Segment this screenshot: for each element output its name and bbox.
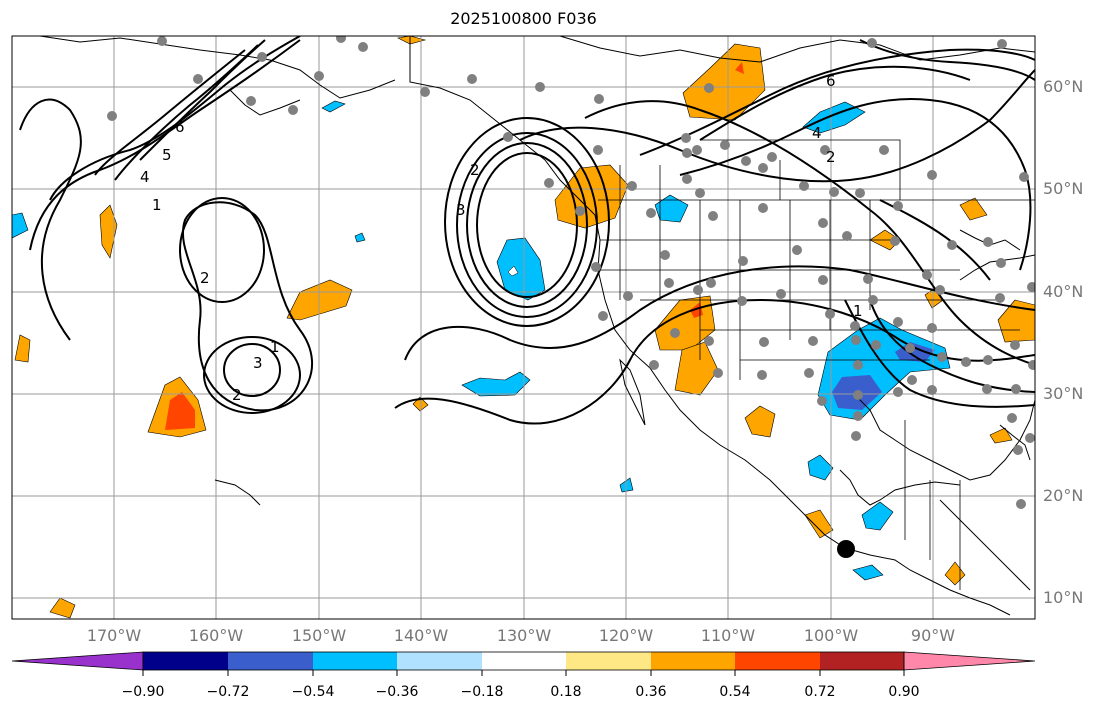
colorbar-segment xyxy=(313,652,397,670)
contour-labels: 6 5 4 1 2 3 2 1 2 3 4 6 2 1 xyxy=(140,72,863,404)
colorbar-label: −0.72 xyxy=(206,684,250,700)
colorbar-label: −0.90 xyxy=(121,684,165,700)
station-markers xyxy=(107,36,1035,509)
lon-label-150w: 150°W xyxy=(291,626,347,645)
contour-label: 2 xyxy=(232,386,242,404)
lon-label-130w: 130°W xyxy=(496,626,552,645)
contour-label: 2 xyxy=(826,148,836,166)
contour-label: 1 xyxy=(270,338,280,356)
contour-label: 2 xyxy=(200,269,210,287)
lat-label-20n: 20°N xyxy=(1043,486,1084,505)
storm-center-marker xyxy=(837,540,855,558)
lon-label-110w: 110°W xyxy=(700,626,756,645)
lon-label-160w: 160°W xyxy=(188,626,244,645)
lat-label-40n: 40°N xyxy=(1043,282,1084,301)
colorbar-label: 0.72 xyxy=(804,684,836,700)
lat-label-50n: 50°N xyxy=(1043,179,1084,198)
colorbar xyxy=(11,651,1036,676)
colorbar-segment xyxy=(651,652,735,670)
contour-label: 4 xyxy=(812,124,822,142)
contour-label: 2 xyxy=(470,161,480,179)
colorbar-segment xyxy=(566,652,651,670)
lon-label-90w: 90°W xyxy=(910,626,956,645)
contour-lines xyxy=(19,36,1035,425)
contour-label: 3 xyxy=(456,201,466,219)
lon-label-170w: 170°W xyxy=(86,626,142,645)
colorbar-label: −0.18 xyxy=(460,684,504,700)
contour-label: 4 xyxy=(140,168,150,186)
colorbar-extend-low xyxy=(11,651,144,671)
anomaly-holes xyxy=(507,265,519,277)
map-title: 2025100800 F036 xyxy=(450,9,597,28)
contour-label: 6 xyxy=(175,118,185,136)
contour-label: 1 xyxy=(152,196,162,214)
colorbar-label: −0.36 xyxy=(375,684,419,700)
colorbar-label: −0.54 xyxy=(291,684,335,700)
lon-label-140w: 140°W xyxy=(393,626,449,645)
lon-label-120w: 120°W xyxy=(598,626,654,645)
colorbar-label: 0.54 xyxy=(719,684,751,700)
contour-label: 1 xyxy=(853,302,863,320)
colorbar-label: 0.18 xyxy=(550,684,582,700)
graticule xyxy=(12,36,1035,619)
colorbar-segment xyxy=(228,652,313,670)
map-frame xyxy=(11,35,1036,620)
colorbar-segment xyxy=(482,652,566,670)
contour-label: 3 xyxy=(253,354,263,372)
contour-label: 5 xyxy=(162,146,172,164)
contour-label: 6 xyxy=(826,72,836,90)
positive-anomaly-regions xyxy=(14,36,1035,619)
colorbar-segment xyxy=(143,652,228,670)
lon-label-100w: 100°W xyxy=(803,626,859,645)
colorbar-label: 0.90 xyxy=(888,684,920,700)
colorbar-segment xyxy=(735,652,820,670)
colorbar-segment xyxy=(397,652,482,670)
colorbar-segment xyxy=(820,652,904,670)
lat-label-10n: 10°N xyxy=(1043,588,1084,607)
lat-label-30n: 30°N xyxy=(1043,384,1084,403)
colorbar-extend-high xyxy=(903,651,1036,671)
lat-label-60n: 60°N xyxy=(1043,77,1084,96)
colorbar-label: 0.36 xyxy=(635,684,667,700)
